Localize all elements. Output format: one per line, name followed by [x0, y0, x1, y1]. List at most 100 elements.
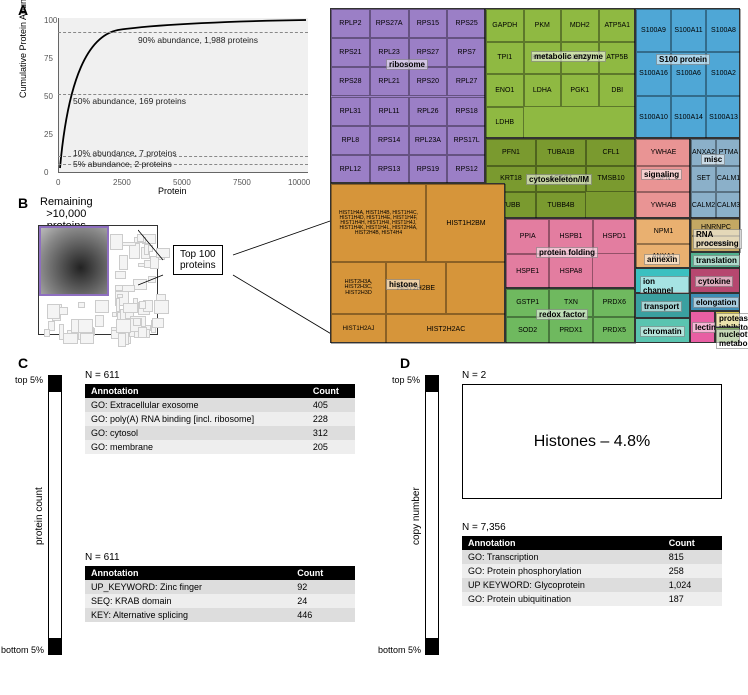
treemap-group-elongation: elongation [690, 293, 740, 311]
mini-cell [95, 300, 109, 313]
treemap-cell: RPS14 [370, 126, 409, 155]
td: 187 [663, 592, 722, 606]
mini-cell [78, 319, 93, 333]
ytick: 75 [44, 54, 53, 63]
treemap-cell: SET [691, 166, 716, 193]
treemap-cell: S100A11 [671, 9, 706, 52]
th: Annotation [85, 384, 307, 398]
treemap-cell: TPI1 [486, 42, 524, 75]
treemap-group-annexin: NPM1ANXA1annexin [635, 218, 690, 268]
treemap-cell: PKM [524, 9, 562, 42]
td: UP KEYWORD: Glycoprotein [462, 578, 663, 592]
th: Annotation [462, 536, 663, 550]
td: 815 [663, 550, 722, 564]
treemap-group-protease: protease inhibitor [715, 311, 740, 327]
td: 312 [307, 426, 355, 440]
treemap-group-cytoskeleton: PFN1TUBA1BCFL1KRT18ACTG1TMSB10TUBBTUBB4B… [485, 138, 635, 218]
mini-cell [78, 302, 85, 308]
treemap-cell [446, 262, 506, 314]
treemap-cell: RPL12 [331, 155, 370, 184]
group-label-metabolic: metabolic enzyme [531, 51, 606, 62]
td: 205 [307, 440, 355, 454]
treemap-cell: DBI [599, 74, 637, 107]
td: GO: Protein phosphorylation [462, 564, 663, 578]
treemap-group-s100: S100A9S100A11S100A8S100A16S100A6S100A2S1… [635, 8, 740, 138]
treemap-cell: PGK1 [561, 74, 599, 107]
treemap-cell: RPL31 [331, 97, 370, 126]
treemap-cell: CFL1 [586, 139, 636, 166]
c-bot5: bottom 5% [1, 645, 44, 655]
treemap-cell: RPS13 [370, 155, 409, 184]
callout-lines [138, 220, 338, 340]
td: 24 [291, 594, 355, 608]
treemap-cell: TUBA1B [536, 139, 586, 166]
d-bot5: bottom 5% [378, 645, 421, 655]
treemap-group-signaling: YWHAESFNYWHABsignaling [635, 138, 690, 218]
treemap-cell: RPS17L [447, 126, 486, 155]
mini-cell [80, 333, 94, 344]
treemap-cell: RPS12 [447, 155, 486, 184]
panelD-bar [425, 375, 439, 655]
treemap-cell: S100A9 [636, 9, 671, 52]
seg-bot [49, 638, 61, 654]
treemap-cell: ATP5A1 [599, 9, 637, 42]
treemap-group-chromatin: chromatin [635, 318, 690, 343]
th: Count [291, 566, 355, 580]
treemap-cell: RPS15 [409, 9, 448, 38]
panel-b: Remaining >10,000 proteins Top 100 prote… [18, 200, 318, 340]
anno-5: 5% abundance, 2 proteins [73, 159, 172, 169]
group-label-annexin: annexin [644, 254, 680, 265]
dash-50 [58, 94, 308, 95]
group-label-folding: protein folding [536, 247, 598, 258]
treemap-cell: HIST2H2AC [386, 314, 506, 344]
panelC-top-table: AnnotationCount GO: Extracellular exosom… [85, 384, 355, 454]
td: 446 [291, 608, 355, 622]
treemap-cell: TUBB4B [536, 192, 586, 219]
group-label-elongation: elongation [693, 297, 739, 308]
xtick: 10000 [288, 178, 310, 187]
treemap-cell: RPS18 [447, 97, 486, 126]
treemap: RPLP2RPS27ARPS15RPS25RPS21RPL23RPS27RPS7… [330, 8, 740, 343]
group-label-cytoskeleton: cytoskeleton/IM [526, 174, 592, 185]
group-label-redox: redox factor [536, 309, 588, 320]
treemap-cell: CALM3 [716, 192, 741, 219]
treemap-cell: PRDX1 [549, 317, 592, 345]
treemap-cell: TMSB10 [586, 166, 636, 193]
seg-top [426, 376, 438, 392]
mini-cell [119, 255, 128, 270]
treemap-cell: RPL26 [409, 97, 448, 126]
c-axis-label: protein count [34, 487, 45, 545]
xtick: 2500 [113, 178, 131, 187]
ytick: 100 [44, 16, 57, 25]
mini-cell [59, 324, 64, 340]
treemap-cell: CALM1 [716, 166, 741, 193]
treemap-cell: HIST1H2AJ [331, 314, 386, 344]
td: GO: membrane [85, 440, 307, 454]
treemap-group-lectin: lectin [690, 311, 715, 343]
treemap-cell: PRDX5 [593, 317, 636, 345]
td: SEQ: KRAB domain [85, 594, 291, 608]
d-topN: N = 2 [462, 370, 486, 381]
panelC-bar [48, 375, 62, 655]
treemap-cell: RPL27 [447, 67, 486, 96]
td: UP_KEYWORD: Zinc finger [85, 580, 291, 594]
treemap-cell: RPL23A [409, 126, 448, 155]
td: 1,024 [663, 578, 722, 592]
treemap-cell: S100A10 [636, 96, 671, 139]
treemap-cell: RPS20 [409, 67, 448, 96]
treemap-cell: RPS7 [447, 38, 486, 67]
treemap-group-redox: GSTP1TXNPRDX6SOD2PRDX1PRDX5redox factor [505, 288, 635, 343]
td: GO: poly(A) RNA binding [incl. ribosome] [85, 412, 307, 426]
treemap-cell: RPS28 [331, 67, 370, 96]
mini-core [39, 226, 109, 296]
panelD-bot-table: AnnotationCount GO: Transcription815 GO:… [462, 536, 722, 606]
treemap-cell: S100A13 [706, 96, 741, 139]
group-label-ribosome: ribosome [386, 59, 428, 70]
treemap-group-rnaproc: HNRNPCHNRNPKRNA processing [690, 218, 740, 252]
dash-90 [58, 32, 308, 33]
c-topN: N = 611 [85, 370, 120, 381]
td: 405 [307, 398, 355, 412]
treemap-cell: HIST1H4A, HIST1H4B, HIST1H4C, HIST1H4D, … [331, 184, 426, 262]
th: Count [663, 536, 722, 550]
td: 228 [307, 412, 355, 426]
